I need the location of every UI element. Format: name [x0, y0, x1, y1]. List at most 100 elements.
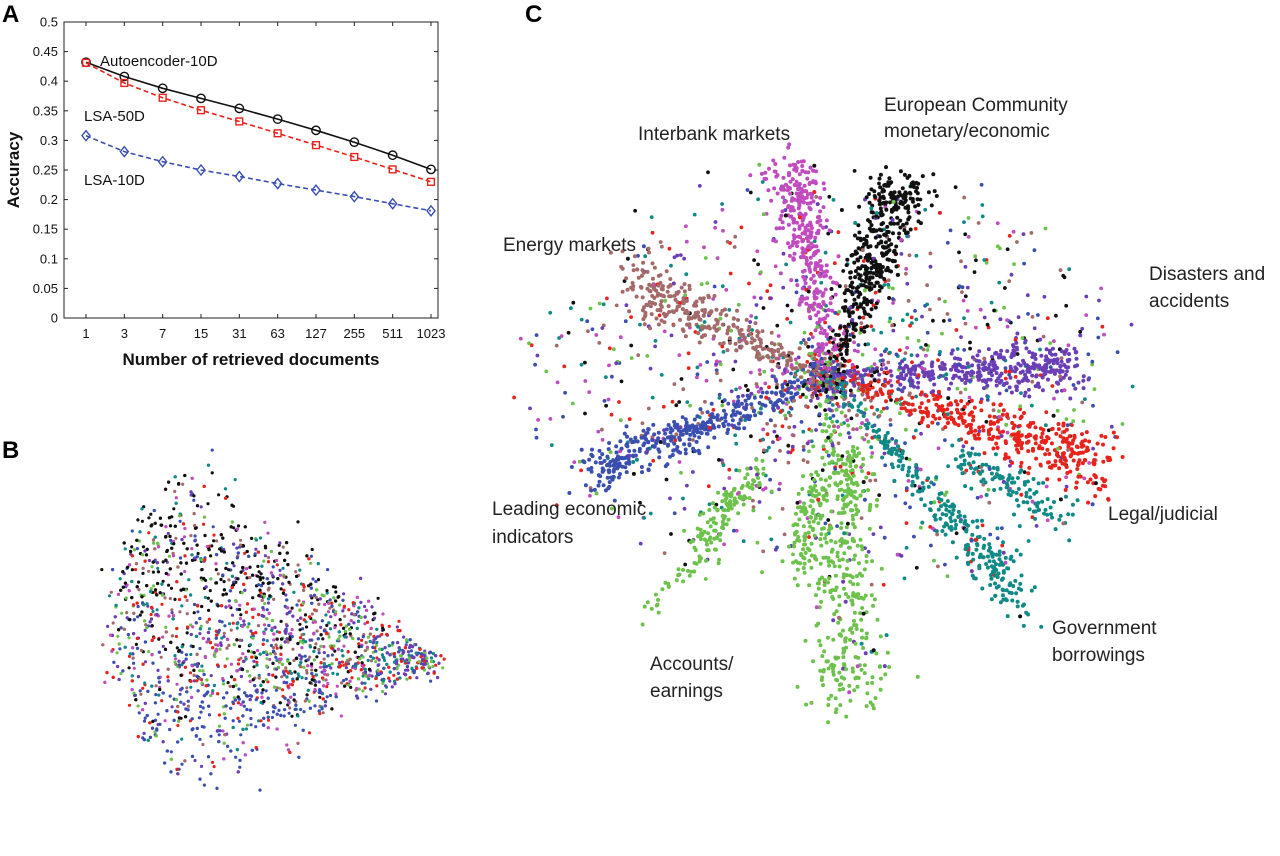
scatter-point: [678, 253, 683, 257]
scatter-point: [718, 341, 722, 346]
scatter-point: [319, 691, 323, 695]
scatter-point: [369, 626, 373, 631]
scatter-point: [834, 347, 839, 352]
scatter-point: [118, 647, 122, 651]
scatter-point: [928, 251, 933, 256]
scatter-point: [335, 672, 340, 676]
scatter-point: [323, 672, 327, 676]
scatter-point: [244, 694, 249, 698]
scatter-point: [813, 264, 818, 269]
scatter-point: [292, 692, 296, 697]
scatter-point: [149, 587, 153, 591]
x-tick-label: 63: [270, 326, 284, 341]
scatter-point: [804, 404, 808, 409]
scatter-point: [834, 381, 839, 386]
scatter-point: [890, 258, 895, 263]
scatter-point: [429, 659, 434, 664]
scatter-point: [275, 646, 279, 650]
scatter-point: [683, 562, 688, 567]
scatter-point: [341, 679, 346, 683]
scatter-point: [726, 401, 731, 406]
scatter-point: [868, 175, 873, 180]
scatter-point: [143, 681, 147, 685]
scatter-point: [169, 770, 173, 774]
scatter-point: [812, 251, 817, 255]
scatter-point: [925, 302, 929, 307]
scatter-point: [791, 433, 796, 438]
scatter-point: [399, 654, 403, 658]
scatter-point: [217, 724, 222, 728]
scatter-point: [354, 662, 358, 666]
scatter-point: [343, 614, 347, 618]
scatter-point: [273, 652, 277, 656]
scatter-point: [869, 398, 873, 403]
scatter-point: [183, 665, 187, 669]
scatter-point: [572, 460, 577, 464]
scatter-point: [902, 576, 907, 581]
scatter-point: [371, 645, 375, 650]
scatter-point: [764, 212, 769, 216]
scatter-point: [904, 427, 908, 432]
scatter-point: [549, 443, 554, 447]
scatter-point: [308, 638, 312, 642]
scatter-point: [207, 608, 211, 613]
scatter-point: [170, 515, 174, 519]
data-point: [196, 163, 206, 177]
scatter-point: [973, 254, 978, 259]
scatter-point: [749, 434, 753, 439]
scatter-point: [814, 261, 818, 265]
scatter-point: [164, 630, 168, 634]
scatter-point: [218, 547, 222, 551]
scatter-point: [305, 693, 309, 697]
scatter-point: [151, 560, 155, 564]
scatter-point: [786, 443, 791, 448]
scatter-point: [895, 221, 900, 226]
scatter-point: [684, 224, 688, 229]
scatter-point: [265, 608, 269, 612]
series-label-lsa10: LSA-10D: [84, 172, 145, 189]
scatter-point: [824, 342, 829, 347]
scatter-point: [636, 253, 640, 258]
scatter-point: [816, 228, 821, 233]
scatter-point: [597, 341, 602, 345]
scatter-point: [344, 624, 348, 628]
scatter-point: [170, 608, 174, 612]
scatter-point: [269, 643, 273, 648]
scatter-point: [408, 676, 412, 680]
scatter-point: [857, 204, 862, 209]
scatter-point: [1018, 464, 1023, 469]
scatter-point: [912, 534, 916, 539]
scatter-point: [1021, 232, 1026, 237]
scatter-point: [715, 256, 720, 260]
scatter-point: [185, 612, 189, 616]
scatter-point: [135, 636, 139, 641]
scatter-point: [704, 378, 709, 383]
scatter-point: [255, 660, 259, 664]
scatter-point: [314, 673, 318, 677]
scatter-point: [265, 711, 270, 715]
scatter-point: [901, 196, 906, 200]
scatter-point: [862, 300, 866, 305]
scatter-point: [963, 294, 968, 299]
scatter-point: [919, 431, 923, 436]
scatter-point: [239, 570, 243, 574]
scatter-point: [266, 555, 271, 560]
scatter-point: [242, 659, 246, 663]
scatter-point: [906, 210, 911, 215]
scatter-point: [207, 704, 211, 708]
data-point: [350, 152, 359, 162]
scatter-point: [860, 248, 865, 253]
scatter-point: [144, 553, 149, 557]
scatter-point: [1091, 446, 1095, 451]
scatter-point: [904, 267, 909, 271]
scatter-point: [177, 716, 181, 720]
scatter-point: [767, 385, 771, 390]
scatter-point: [124, 596, 128, 600]
scatter-point: [879, 240, 884, 245]
scatter-point: [139, 648, 144, 653]
scatter-point: [201, 636, 205, 641]
scatter-point: [755, 249, 760, 254]
scatter-point: [252, 607, 256, 611]
scatter-point: [818, 330, 823, 335]
scatter-point: [862, 325, 867, 330]
